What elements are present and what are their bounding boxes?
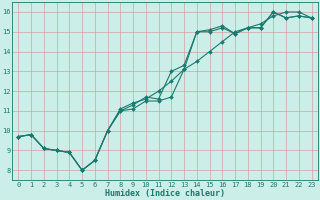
X-axis label: Humidex (Indice chaleur): Humidex (Indice chaleur) bbox=[105, 189, 225, 198]
